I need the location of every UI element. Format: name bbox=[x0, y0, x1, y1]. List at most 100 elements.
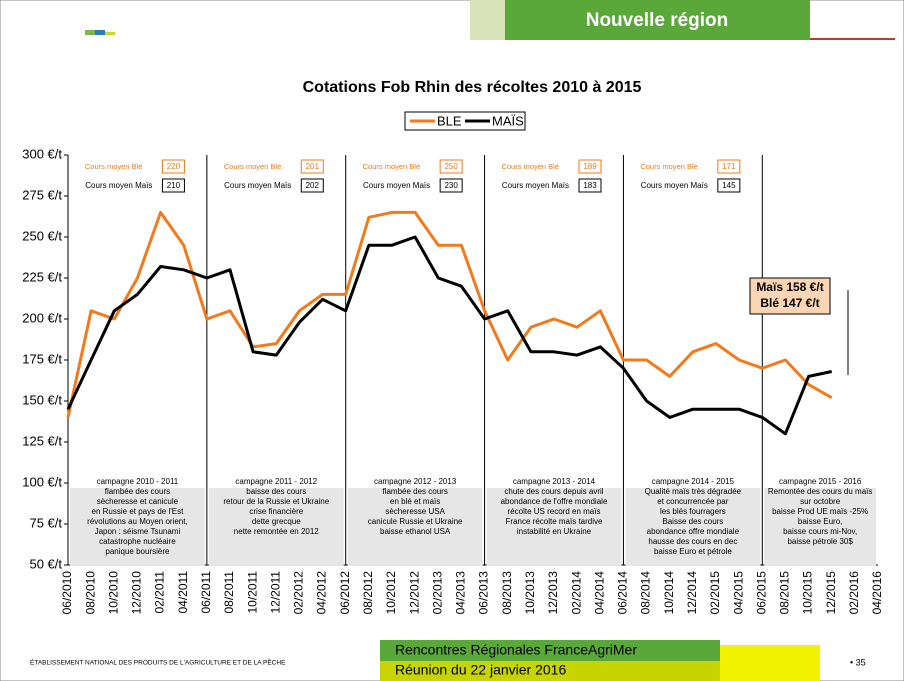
campaign-note: instabilité en Ukraine bbox=[517, 527, 592, 536]
x-tick-label: 06/2015 bbox=[754, 571, 768, 615]
campaign-note: nette remontée en 2012 bbox=[234, 527, 320, 536]
avg-ble: 171 bbox=[722, 162, 736, 171]
y-tick-label: 50 €/t bbox=[29, 556, 62, 571]
x-tick-label: 12/2010 bbox=[130, 571, 144, 615]
campaign-note: baisse pétrole 30$ bbox=[787, 537, 853, 546]
x-tick-label: 06/2013 bbox=[477, 571, 491, 615]
logo bbox=[95, 30, 105, 35]
campaign-box bbox=[764, 488, 876, 566]
campaign-title: campagne 2013 - 2014 bbox=[513, 477, 596, 486]
campaign-title: campagne 2012 - 2013 bbox=[374, 477, 457, 486]
x-tick-label: 04/2014 bbox=[592, 571, 606, 615]
x-tick-label: 12/2013 bbox=[546, 571, 560, 615]
campaign-note: canicule Russie et Ukraine bbox=[368, 517, 463, 526]
avg-mais-label: Cours moyen Maïs bbox=[85, 181, 152, 190]
avg-box bbox=[439, 159, 463, 174]
campaign-title: campagne 2011 - 2012 bbox=[235, 477, 317, 486]
campaign-note: flambée des cours bbox=[382, 487, 447, 496]
logo bbox=[85, 30, 95, 35]
avg-mais-label: Cours moyen Maïs bbox=[224, 181, 291, 190]
campaign-note: sècheresse USA bbox=[385, 507, 445, 516]
campaign-note: en blé et maïs bbox=[390, 497, 440, 506]
footer-bar bbox=[380, 661, 720, 681]
avg-mais: 230 bbox=[444, 181, 458, 190]
y-tick-label: 225 €/t bbox=[22, 269, 62, 284]
avg-box bbox=[300, 178, 324, 193]
x-tick-label: 10/2015 bbox=[801, 571, 815, 615]
campaign-note: Remontée des cours du maïs bbox=[768, 487, 873, 496]
avg-ble-label: Cours moyen Blé bbox=[501, 162, 559, 171]
campaign-box bbox=[625, 488, 761, 566]
avg-ble: 250 bbox=[444, 162, 458, 171]
campaign-note: Japon : séisme Tsunami bbox=[95, 527, 181, 536]
x-tick-label: 06/2011 bbox=[199, 571, 213, 614]
campaign-title: campagne 2014 - 2015 bbox=[652, 477, 735, 486]
x-tick-label: 02/2013 bbox=[430, 571, 444, 615]
x-tick-label: 12/2012 bbox=[407, 571, 421, 615]
x-tick-label: 04/2016 bbox=[870, 571, 884, 615]
x-tick-label: 12/2015 bbox=[824, 571, 838, 615]
header-deco bbox=[470, 0, 505, 40]
x-tick-label: 02/2016 bbox=[847, 571, 861, 615]
avg-box bbox=[439, 178, 463, 193]
x-tick-label: 10/2013 bbox=[523, 571, 537, 615]
x-tick-label: 08/2011 bbox=[222, 571, 236, 614]
x-tick-label: 10/2010 bbox=[106, 571, 120, 615]
avg-box bbox=[717, 159, 741, 174]
logo bbox=[105, 32, 115, 35]
footer-bar bbox=[380, 640, 720, 661]
y-tick-label: 125 €/t bbox=[22, 433, 62, 448]
campaign-note: abondance offre mondiale bbox=[647, 527, 740, 536]
avg-ble: 189 bbox=[583, 162, 597, 171]
region-title: Nouvelle région bbox=[586, 10, 729, 31]
avg-ble: 220 bbox=[167, 162, 181, 171]
avg-mais: 183 bbox=[583, 181, 597, 190]
avg-ble-label: Cours moyen Blé bbox=[85, 162, 143, 171]
legend-label: BLE bbox=[437, 113, 462, 128]
x-tick-label: 04/2012 bbox=[315, 571, 329, 615]
campaign-note: Baisse des cours bbox=[662, 517, 723, 526]
campaign-note: retour de la Russie et Ukraine bbox=[223, 497, 329, 506]
avg-mais-label: Cours moyen Maïs bbox=[502, 181, 569, 190]
footer-event: Rencontres Régionales FranceAgriMer bbox=[395, 642, 637, 658]
campaign-note: en Russie et pays de l'Est bbox=[92, 507, 185, 516]
campaign-note: baisse Euro, bbox=[798, 517, 842, 526]
campaign-note: sur octobre bbox=[800, 497, 841, 506]
campaign-box bbox=[208, 488, 344, 566]
campaign-note: et concurrencée par bbox=[657, 497, 728, 506]
x-tick-label: 12/2014 bbox=[685, 571, 699, 615]
campaign-note: baisse Prod UE maïs -25% bbox=[772, 507, 868, 516]
campaign-note: panique boursière bbox=[105, 547, 170, 556]
y-tick-label: 250 €/t bbox=[22, 228, 62, 243]
y-tick-label: 200 €/t bbox=[22, 310, 62, 325]
page-number: • 35 bbox=[850, 657, 866, 667]
series-line bbox=[66, 210, 833, 418]
avg-ble-label: Cours moyen Blé bbox=[363, 162, 421, 171]
avg-mais-label: Cours moyen Maïs bbox=[363, 181, 430, 190]
footer-date: Réunion du 22 janvier 2016 bbox=[395, 662, 566, 678]
legend-label: MAÏS bbox=[492, 113, 524, 128]
footer-bar bbox=[720, 645, 820, 681]
avg-mais: 202 bbox=[306, 181, 320, 190]
avg-mais-label: Cours moyen Maïs bbox=[641, 181, 708, 190]
x-tick-label: 02/2015 bbox=[708, 571, 722, 615]
x-tick-label: 08/2013 bbox=[500, 571, 514, 615]
campaign-note: les blés fourragers bbox=[660, 507, 726, 516]
x-tick-label: 06/2012 bbox=[338, 571, 352, 615]
avg-box bbox=[717, 178, 741, 193]
avg-ble-label: Cours moyen Blé bbox=[640, 162, 698, 171]
x-tick-label: 02/2012 bbox=[292, 571, 306, 615]
avg-mais: 210 bbox=[167, 181, 181, 190]
campaign-title: campagne 2010 - 2011 bbox=[97, 477, 179, 486]
x-tick-label: 10/2012 bbox=[384, 571, 398, 615]
avg-box bbox=[161, 159, 185, 174]
campaign-note: baisse des cours bbox=[246, 487, 306, 496]
campaign-box bbox=[70, 488, 205, 566]
x-tick-label: 08/2012 bbox=[361, 571, 375, 615]
x-tick-label: 04/2011 bbox=[176, 571, 190, 614]
campaign-note: catastrophe nucléaire bbox=[99, 537, 176, 546]
x-tick-label: 04/2013 bbox=[454, 571, 468, 615]
avg-ble: 201 bbox=[306, 162, 320, 171]
x-tick-label: 08/2014 bbox=[639, 571, 653, 615]
